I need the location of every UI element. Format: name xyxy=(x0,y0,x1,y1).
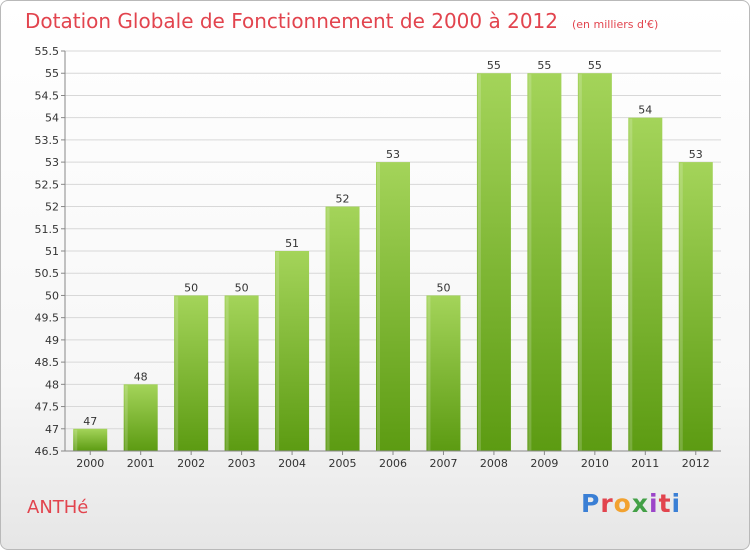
bar xyxy=(476,73,511,451)
bar xyxy=(123,384,158,451)
y-tick-label: 52.5 xyxy=(35,178,60,191)
x-tick-label: 2011 xyxy=(631,457,659,470)
y-tick-label: 50 xyxy=(45,289,59,302)
bar xyxy=(174,295,209,451)
data-label: 54 xyxy=(638,104,652,117)
y-tick-label: 53.5 xyxy=(35,134,60,147)
x-tick-label: 2004 xyxy=(278,457,306,470)
logo-letter: t xyxy=(658,489,672,518)
data-label: 55 xyxy=(588,59,602,72)
bar xyxy=(527,73,562,451)
bar-highlight xyxy=(124,385,128,451)
y-tick-label: 54 xyxy=(45,112,59,125)
y-axis: 46.5 47 47.5 48 48.5 49 49.5 50 50.5 51 51.5 52 52.5… xyxy=(35,45,66,458)
logo-letter: o xyxy=(613,489,632,518)
x-tick-label: 2000 xyxy=(76,457,104,470)
bar-highlight xyxy=(276,252,280,451)
x-tick-label: 2009 xyxy=(530,457,558,470)
x-tick-label: 2010 xyxy=(581,457,609,470)
x-tick-label: 2008 xyxy=(480,457,508,470)
bar xyxy=(325,206,360,451)
x-tick-label: 2005 xyxy=(329,457,357,470)
y-tick-label: 49 xyxy=(45,334,59,347)
data-label: 50 xyxy=(235,281,249,294)
logo-letter: i xyxy=(649,489,659,518)
x-tick-label: 2003 xyxy=(228,457,256,470)
chart-title: Dotation Globale de Fonctionnement de 20… xyxy=(25,9,658,33)
y-tick-label: 49.5 xyxy=(35,312,60,325)
y-tick-label: 47.5 xyxy=(35,401,60,414)
proxiti-logo[interactable]: Proxiti xyxy=(581,489,681,518)
bar xyxy=(376,162,410,451)
x-tick-label: 2001 xyxy=(127,457,155,470)
x-tick-label: 2007 xyxy=(429,457,457,470)
unit-note: (en milliers d'€) xyxy=(572,18,659,31)
bar-highlight xyxy=(74,429,78,451)
data-label: 52 xyxy=(336,193,350,206)
data-label: 50 xyxy=(436,281,450,294)
bar-highlight xyxy=(477,74,481,451)
y-tick-label: 50.5 xyxy=(35,267,60,280)
bar-highlight xyxy=(528,74,532,451)
data-label: 47 xyxy=(83,415,97,428)
y-tick-label: 48 xyxy=(45,378,59,391)
bars: 47 48 50 50 51 52 53 50 55 55 55 54 53 xyxy=(73,59,713,452)
y-tick-label: 54.5 xyxy=(35,89,60,102)
y-tick-label: 53 xyxy=(45,156,59,169)
y-tick-label: 51 xyxy=(45,245,59,258)
y-tick-label: 46.5 xyxy=(35,445,60,458)
bar xyxy=(678,162,713,451)
x-tick-label: 2006 xyxy=(379,457,407,470)
data-label: 55 xyxy=(487,59,501,72)
y-tick-label: 52 xyxy=(45,201,59,214)
logo-letter: P xyxy=(581,489,601,518)
y-tick-label: 48.5 xyxy=(35,356,60,369)
x-tick-label: 2012 xyxy=(682,457,710,470)
logo-letter: i xyxy=(671,489,682,518)
x-tick-label: 2002 xyxy=(177,457,205,470)
chart-title-text: Dotation Globale de Fonctionnement de 20… xyxy=(25,9,558,33)
bar-highlight xyxy=(679,163,683,451)
data-label: 48 xyxy=(134,370,148,383)
bar xyxy=(577,73,612,451)
bar-highlight xyxy=(175,296,179,451)
bar xyxy=(426,295,461,451)
data-label: 50 xyxy=(184,281,198,294)
bar-highlight xyxy=(326,207,330,451)
bar-highlight xyxy=(578,74,582,451)
bar-highlight xyxy=(225,296,229,451)
y-tick-label: 55 xyxy=(45,67,59,80)
y-tick-label: 47 xyxy=(45,423,59,436)
commune-name: ANTHé xyxy=(27,497,89,518)
data-label: 53 xyxy=(689,148,703,161)
bar-highlight xyxy=(629,118,633,452)
x-axis: 2000 2001 2002 2003 2004 2005 2006 2007 2008 2009… xyxy=(65,450,721,470)
bar-highlight xyxy=(377,163,380,451)
y-tick-label: 55.5 xyxy=(35,45,60,58)
data-label: 55 xyxy=(537,59,551,72)
bar xyxy=(224,295,259,451)
bar xyxy=(73,428,108,451)
logo-letter: r xyxy=(600,489,614,518)
bar-highlight xyxy=(427,296,431,451)
data-label: 53 xyxy=(386,148,400,161)
data-label: 51 xyxy=(285,237,299,250)
y-tick-label: 51.5 xyxy=(35,223,60,236)
bar xyxy=(628,117,663,452)
logo-letter: x xyxy=(631,489,649,518)
bar xyxy=(275,251,310,451)
